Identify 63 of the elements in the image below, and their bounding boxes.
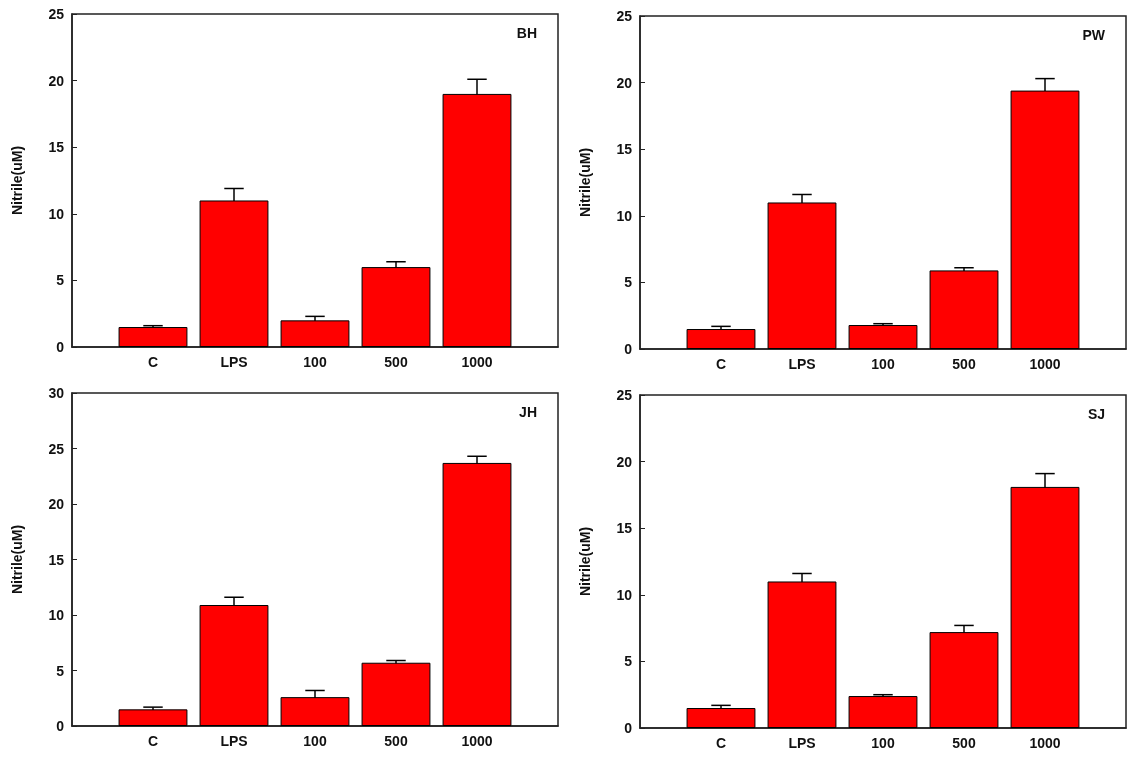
- y-tick-label: 20: [616, 453, 633, 470]
- x-tick-label: 1000: [461, 733, 493, 749]
- annotation: PW: [1082, 27, 1106, 43]
- bar: [686, 708, 756, 728]
- y-tick-label: 25: [616, 387, 633, 403]
- x-tick-label: LPS: [788, 735, 816, 751]
- y-tick-label: 15: [616, 520, 633, 537]
- y-axis-title: Nitrile(uM): [9, 145, 25, 216]
- bar: [361, 662, 431, 726]
- y-tick-label: 5: [56, 272, 65, 289]
- annotation: BH: [516, 25, 538, 41]
- bar: [118, 709, 188, 726]
- y-axis-title: Nitrile(uM): [9, 524, 25, 595]
- bar: [361, 267, 431, 347]
- x-tick-label: 1000: [1029, 356, 1061, 372]
- annotation: JH: [519, 404, 538, 420]
- y-tick-label: 25: [48, 440, 65, 457]
- annotation: SJ: [1087, 406, 1105, 422]
- y-tick-label: 25: [48, 6, 65, 22]
- x-tick-label: C: [715, 735, 727, 751]
- y-axis-title: Nitrile(uM): [577, 526, 593, 597]
- y-tick-label: 0: [624, 341, 633, 357]
- y-tick-label: 10: [48, 607, 65, 623]
- x-tick-label: 500: [952, 356, 976, 372]
- y-tick-label: 10: [616, 586, 633, 603]
- y-tick-label: 15: [48, 551, 65, 568]
- x-tick-label: C: [147, 733, 159, 749]
- y-tick-label: 20: [48, 496, 65, 512]
- bar: [118, 327, 188, 347]
- x-tick-label: 500: [384, 354, 408, 370]
- bar: [929, 270, 999, 349]
- y-tick-label: 15: [616, 141, 633, 158]
- x-tick-label: 1000: [1029, 735, 1061, 751]
- bar: [848, 696, 918, 728]
- x-tick-label: 500: [384, 733, 408, 749]
- x-tick-label: 500: [952, 735, 976, 751]
- y-tick-label: 0: [56, 339, 65, 355]
- y-tick-label: 0: [624, 720, 633, 736]
- x-tick-label: 100: [871, 356, 895, 372]
- x-tick-label: C: [147, 354, 159, 370]
- x-tick-label: 100: [303, 354, 327, 370]
- bar: [686, 329, 756, 349]
- y-axis-title: Nitrile(uM): [577, 147, 593, 218]
- x-tick-label: C: [715, 356, 727, 372]
- y-tick-label: 5: [56, 662, 65, 679]
- y-tick-label: 20: [616, 74, 633, 91]
- x-tick-label: 1000: [461, 354, 493, 370]
- y-tick-label: 10: [616, 207, 633, 224]
- bar: [280, 320, 350, 347]
- y-tick-label: 0: [56, 718, 65, 734]
- y-tick-label: 15: [48, 139, 65, 156]
- y-tick-label: 25: [616, 8, 633, 24]
- bar: [848, 325, 918, 349]
- x-tick-label: LPS: [220, 354, 248, 370]
- y-tick-label: 20: [48, 72, 65, 89]
- y-tick-label: 10: [48, 205, 65, 222]
- x-tick-label: LPS: [788, 356, 816, 372]
- x-tick-label: 100: [871, 735, 895, 751]
- x-tick-label: LPS: [220, 733, 248, 749]
- y-tick-label: 5: [624, 274, 633, 291]
- y-tick-label: 30: [48, 385, 65, 401]
- y-tick-label: 5: [624, 653, 633, 670]
- x-tick-label: 100: [303, 733, 327, 749]
